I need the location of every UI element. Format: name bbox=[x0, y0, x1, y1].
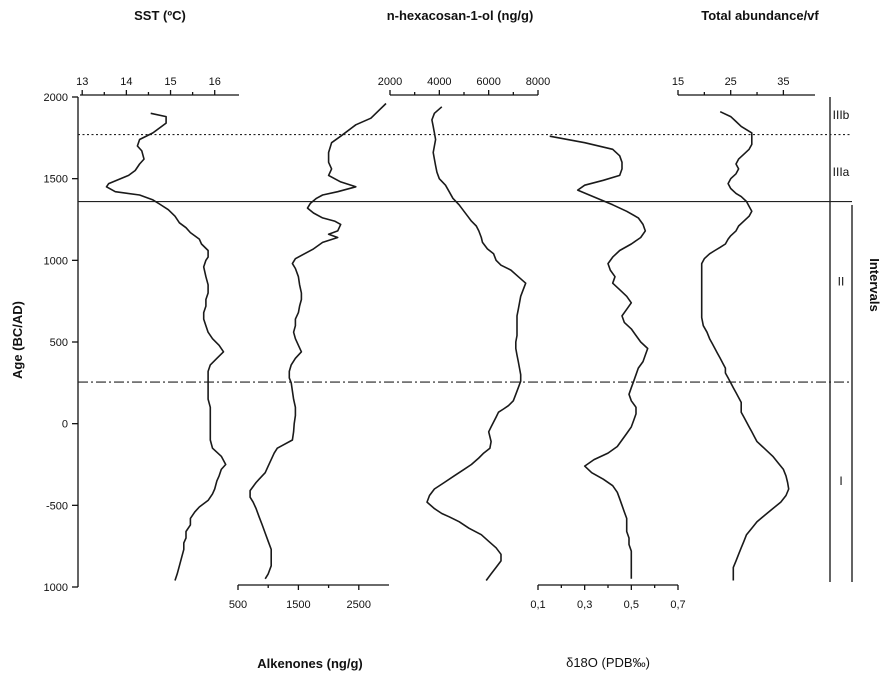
value-axis-tick-label: 0,3 bbox=[577, 599, 592, 611]
value-axis-tick-label: 500 bbox=[229, 599, 247, 611]
age-axis-ticks: 2000 1500 1000 500 0 -500 1000 bbox=[44, 92, 78, 594]
value-axis-tick-label: 1500 bbox=[286, 599, 310, 611]
value-axis-tick-label: 2000 bbox=[378, 76, 402, 88]
age-axis-title: Age (BC/AD) bbox=[10, 301, 25, 379]
hexacosanol-title: n-hexacosan-1-ol (ng/g) bbox=[387, 8, 534, 23]
value-axis-tick-label: 16 bbox=[209, 76, 221, 88]
series-curve bbox=[249, 102, 387, 580]
age-tick-label: 1000 bbox=[44, 582, 68, 594]
value-axis-tick-label: 0,7 bbox=[670, 599, 685, 611]
age-tick-label: 2000 bbox=[44, 92, 68, 104]
series-curve bbox=[105, 112, 227, 581]
age-tick-label: 1000 bbox=[44, 255, 68, 267]
series-curve bbox=[426, 106, 527, 581]
intervals-title: Intervals bbox=[867, 258, 881, 311]
value-axis-tick-label: 35 bbox=[777, 76, 789, 88]
value-axis-tick-label: 14 bbox=[120, 76, 132, 88]
data-curves bbox=[105, 102, 790, 581]
age-tick-label: 500 bbox=[50, 337, 68, 349]
value-axis-tick-label: 15 bbox=[164, 76, 176, 88]
interval-boundaries bbox=[78, 134, 852, 383]
interval-zone-label: I bbox=[839, 474, 842, 488]
value-axis-tick-label: 2500 bbox=[347, 599, 371, 611]
age-tick-label: 0 bbox=[62, 419, 68, 431]
value-axis-tick-label: 8000 bbox=[526, 76, 550, 88]
value-axis-tick-label: 25 bbox=[725, 76, 737, 88]
sst-title: SST (ºC) bbox=[134, 8, 186, 23]
interval-zone-label: IIIb bbox=[833, 108, 850, 122]
d18o-title: δ18O (PDB‰) bbox=[566, 655, 650, 670]
value-axis-tick-label: 0,5 bbox=[624, 599, 639, 611]
abundance-title: Total abundance/vf bbox=[701, 8, 819, 23]
value-axis-tick-label: 0,1 bbox=[530, 599, 545, 611]
series-curve bbox=[700, 110, 790, 581]
value-axis-tick-label: 15 bbox=[672, 76, 684, 88]
interval-zone-label: II bbox=[838, 275, 845, 289]
interval-zone-label: IIIa bbox=[833, 165, 850, 179]
value-axes: 13 14 15 16 500 1500 2500 2000 4000 6000 8000 0,1 0,… bbox=[76, 76, 815, 611]
age-tick-label: 1500 bbox=[44, 174, 68, 186]
series-curve bbox=[549, 135, 649, 579]
value-axis-tick-label: 4000 bbox=[427, 76, 451, 88]
value-axis-tick-label: 6000 bbox=[476, 76, 500, 88]
value-axis-tick-label: 13 bbox=[76, 76, 88, 88]
alkenones-title: Alkenones (ng/g) bbox=[257, 656, 362, 671]
age-tick-label: -500 bbox=[46, 500, 68, 512]
